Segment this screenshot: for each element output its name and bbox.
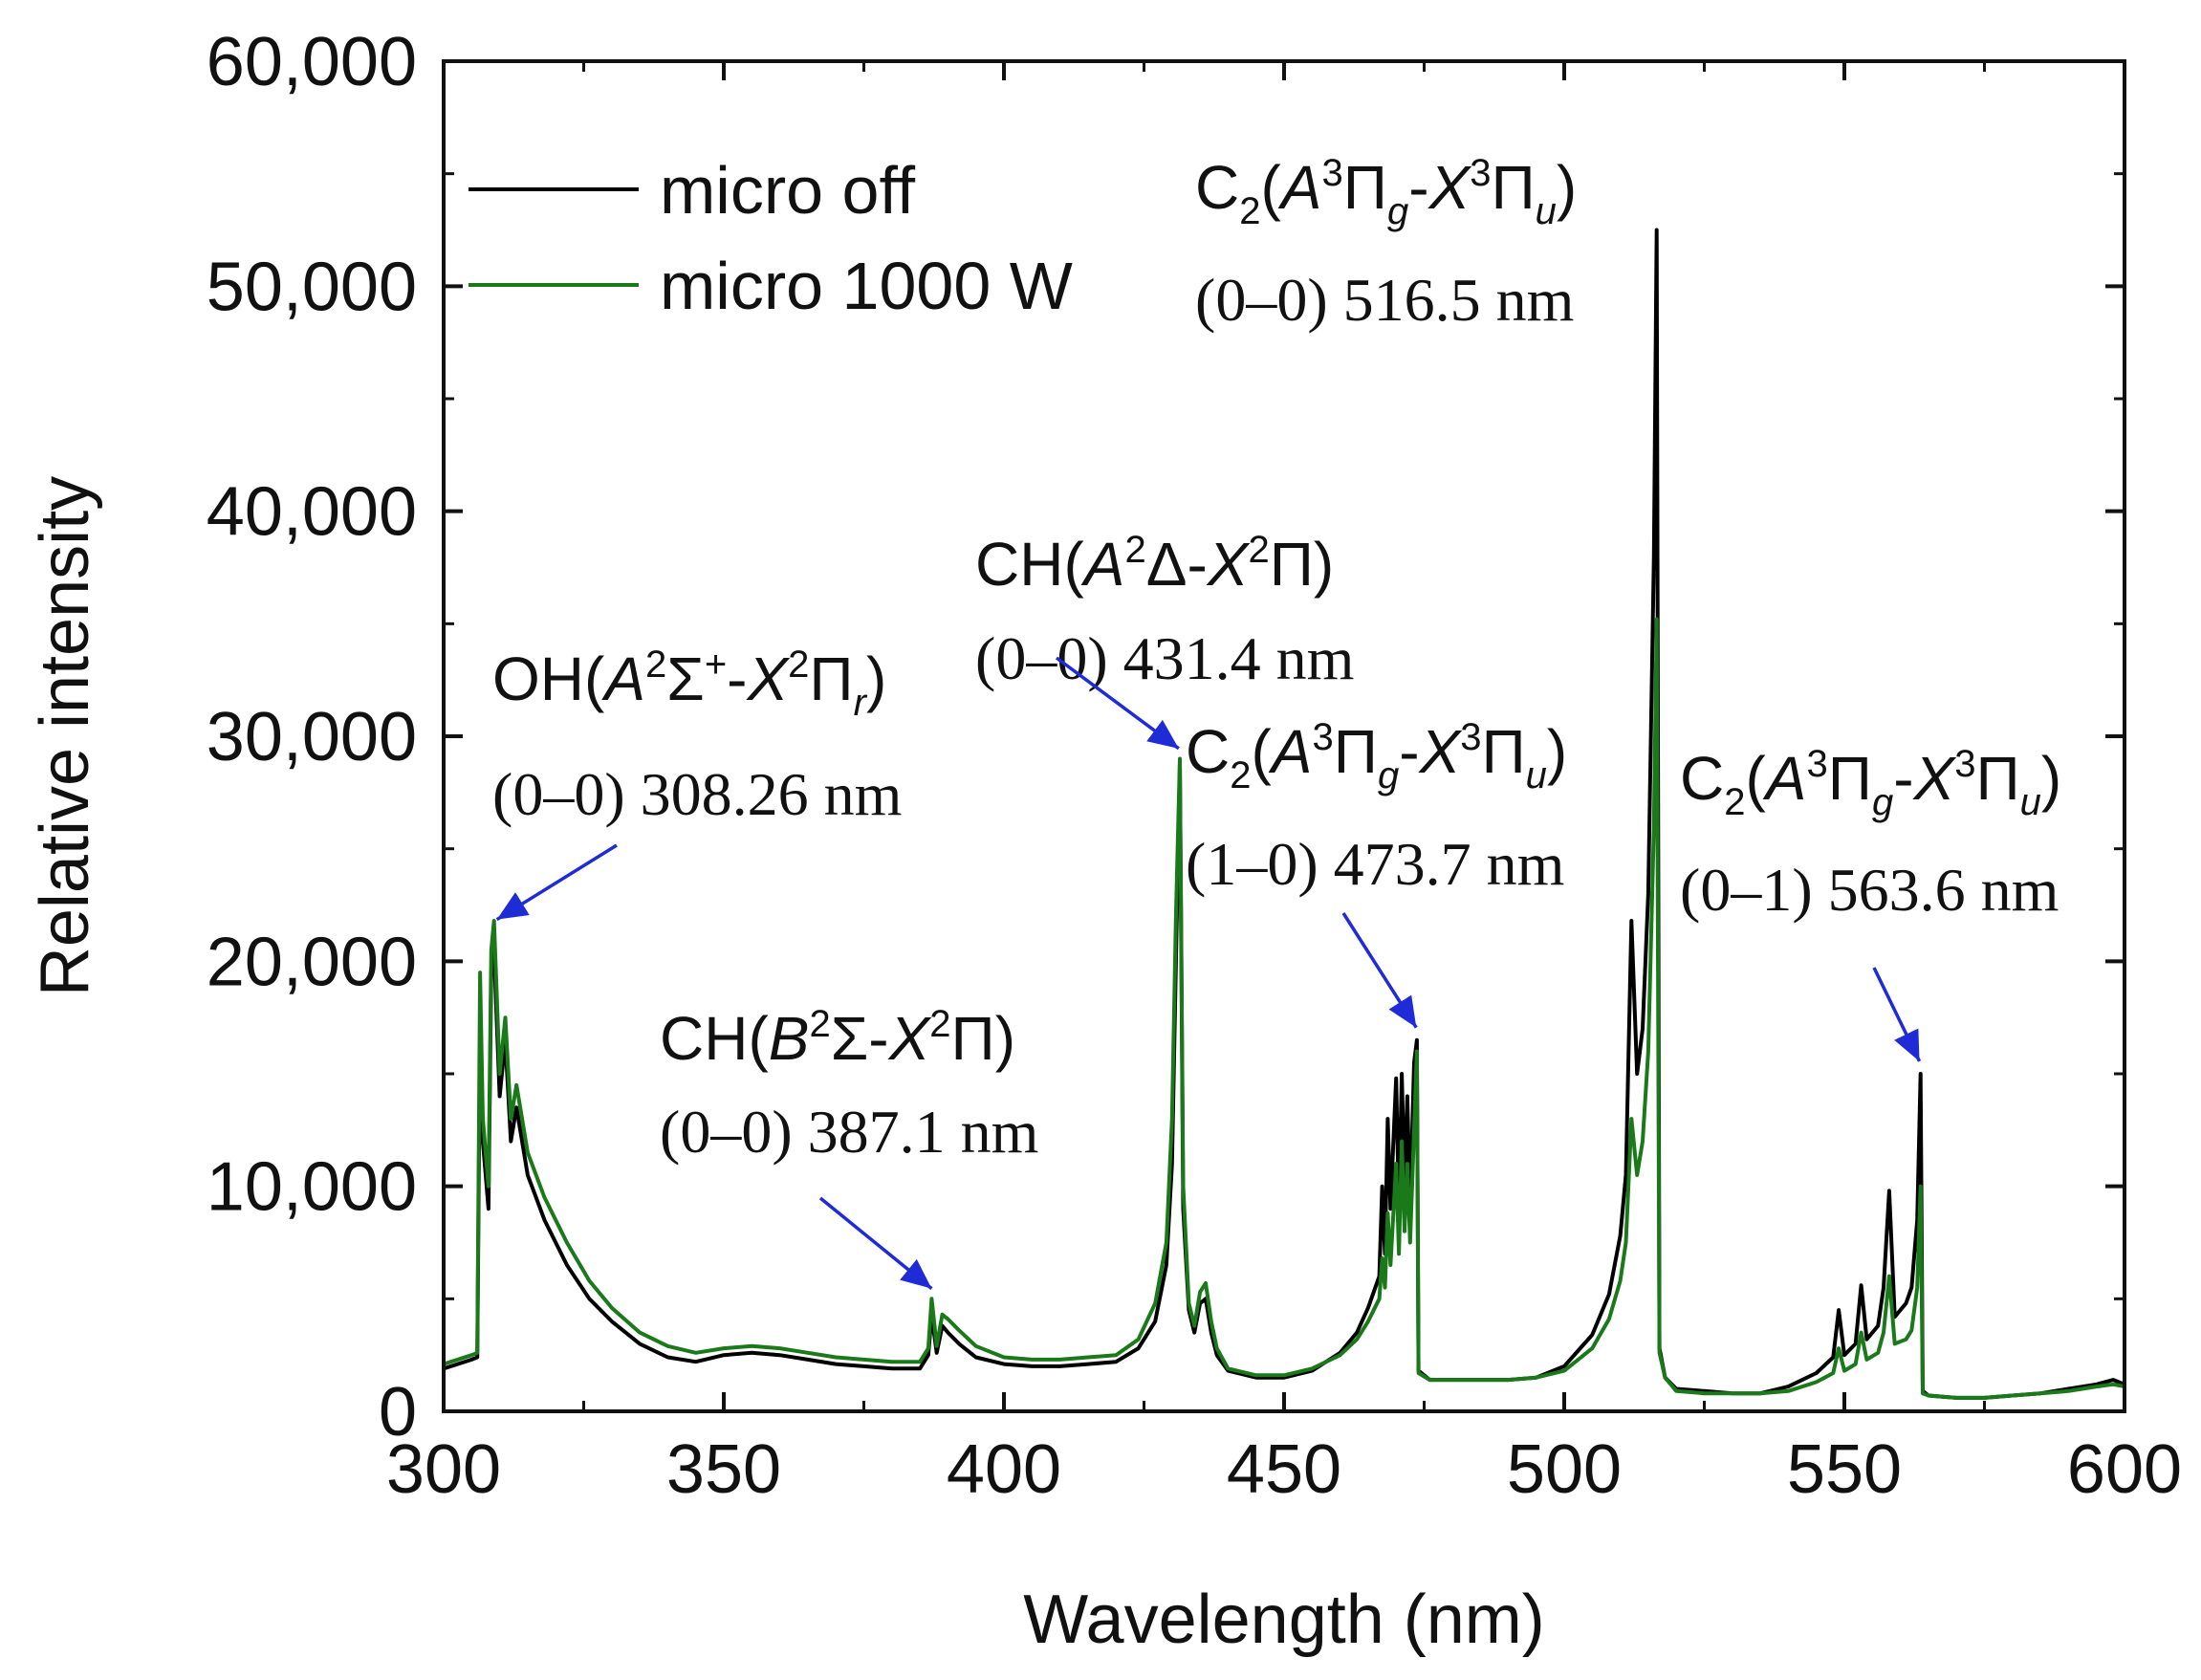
annotation-oh-band: (0–0) 308.26 nm <box>492 760 902 828</box>
series-line-micro-off <box>443 228 2125 1400</box>
x-tick-label: 300 <box>386 1431 501 1508</box>
plot-frame <box>442 59 2126 1413</box>
annotation-ch-b-species: CH(B2Σ-X2Π) <box>660 1003 1015 1073</box>
x-tick-label: 500 <box>1507 1431 1622 1508</box>
annotation-arrow-ch_a <box>1055 656 1180 751</box>
x-tick-label: 550 <box>1787 1431 1902 1508</box>
x-tick-label: 400 <box>947 1431 1061 1508</box>
y-tick-label: 0 <box>379 1374 417 1451</box>
y-tick-label: 60,000 <box>207 24 417 100</box>
y-tick-label: 10,000 <box>207 1149 417 1226</box>
y-tick-label: 50,000 <box>207 249 417 325</box>
annotation-c2-00-species: C2(A3Πg-X3Πu) <box>1195 152 1577 232</box>
annotation-arrow-c2_10 <box>1341 912 1418 1029</box>
x-tick-label: 350 <box>666 1431 781 1508</box>
annotation-arrow-ch_b <box>818 1196 933 1290</box>
y-axis-title: Relative intensity <box>27 476 103 996</box>
y-tick-label: 40,000 <box>207 474 417 551</box>
x-axis-title: Wavelength (nm) <box>1023 1582 1545 1658</box>
y-tick-label: 30,000 <box>207 699 417 775</box>
annotation-c2-10-species: C2(A3Πg-X3Πu) <box>1186 716 1567 796</box>
annotation-c2-10-band: (1–0) 473.7 nm <box>1186 830 1564 898</box>
annotation-arrow-oh <box>495 843 618 922</box>
y-tick-label: 20,000 <box>207 924 417 1000</box>
legend-label-micro-1000w: micro 1000 W <box>660 249 1073 323</box>
annotation-ch-a-species: CH(A2Δ-X2Π) <box>975 529 1334 599</box>
annotation-ch-b-band: (0–0) 387.1 nm <box>660 1098 1038 1166</box>
x-tick-label: 600 <box>2067 1431 2182 1508</box>
legend: micro off micro 1000 W <box>469 153 1073 323</box>
annotation-c2-01-species: C2(A3Πg-X3Πu) <box>1680 743 2061 823</box>
series-line-micro-1000-w <box>443 617 2125 1400</box>
annotation-ch-a-band: (0–0) 431.4 nm <box>975 624 1354 692</box>
annotation-c2-00-band: (0–0) 516.5 nm <box>1195 266 1574 334</box>
x-tick-label: 450 <box>1227 1431 1341 1508</box>
annotation-arrow-c2_01 <box>1872 967 1922 1062</box>
annotation-oh-species: OH(A2Σ+-X2Πr) <box>492 644 886 724</box>
legend-label-micro-off: micro off <box>660 153 916 228</box>
annotation-c2-01-band: (0–1) 563.6 nm <box>1680 856 2059 924</box>
